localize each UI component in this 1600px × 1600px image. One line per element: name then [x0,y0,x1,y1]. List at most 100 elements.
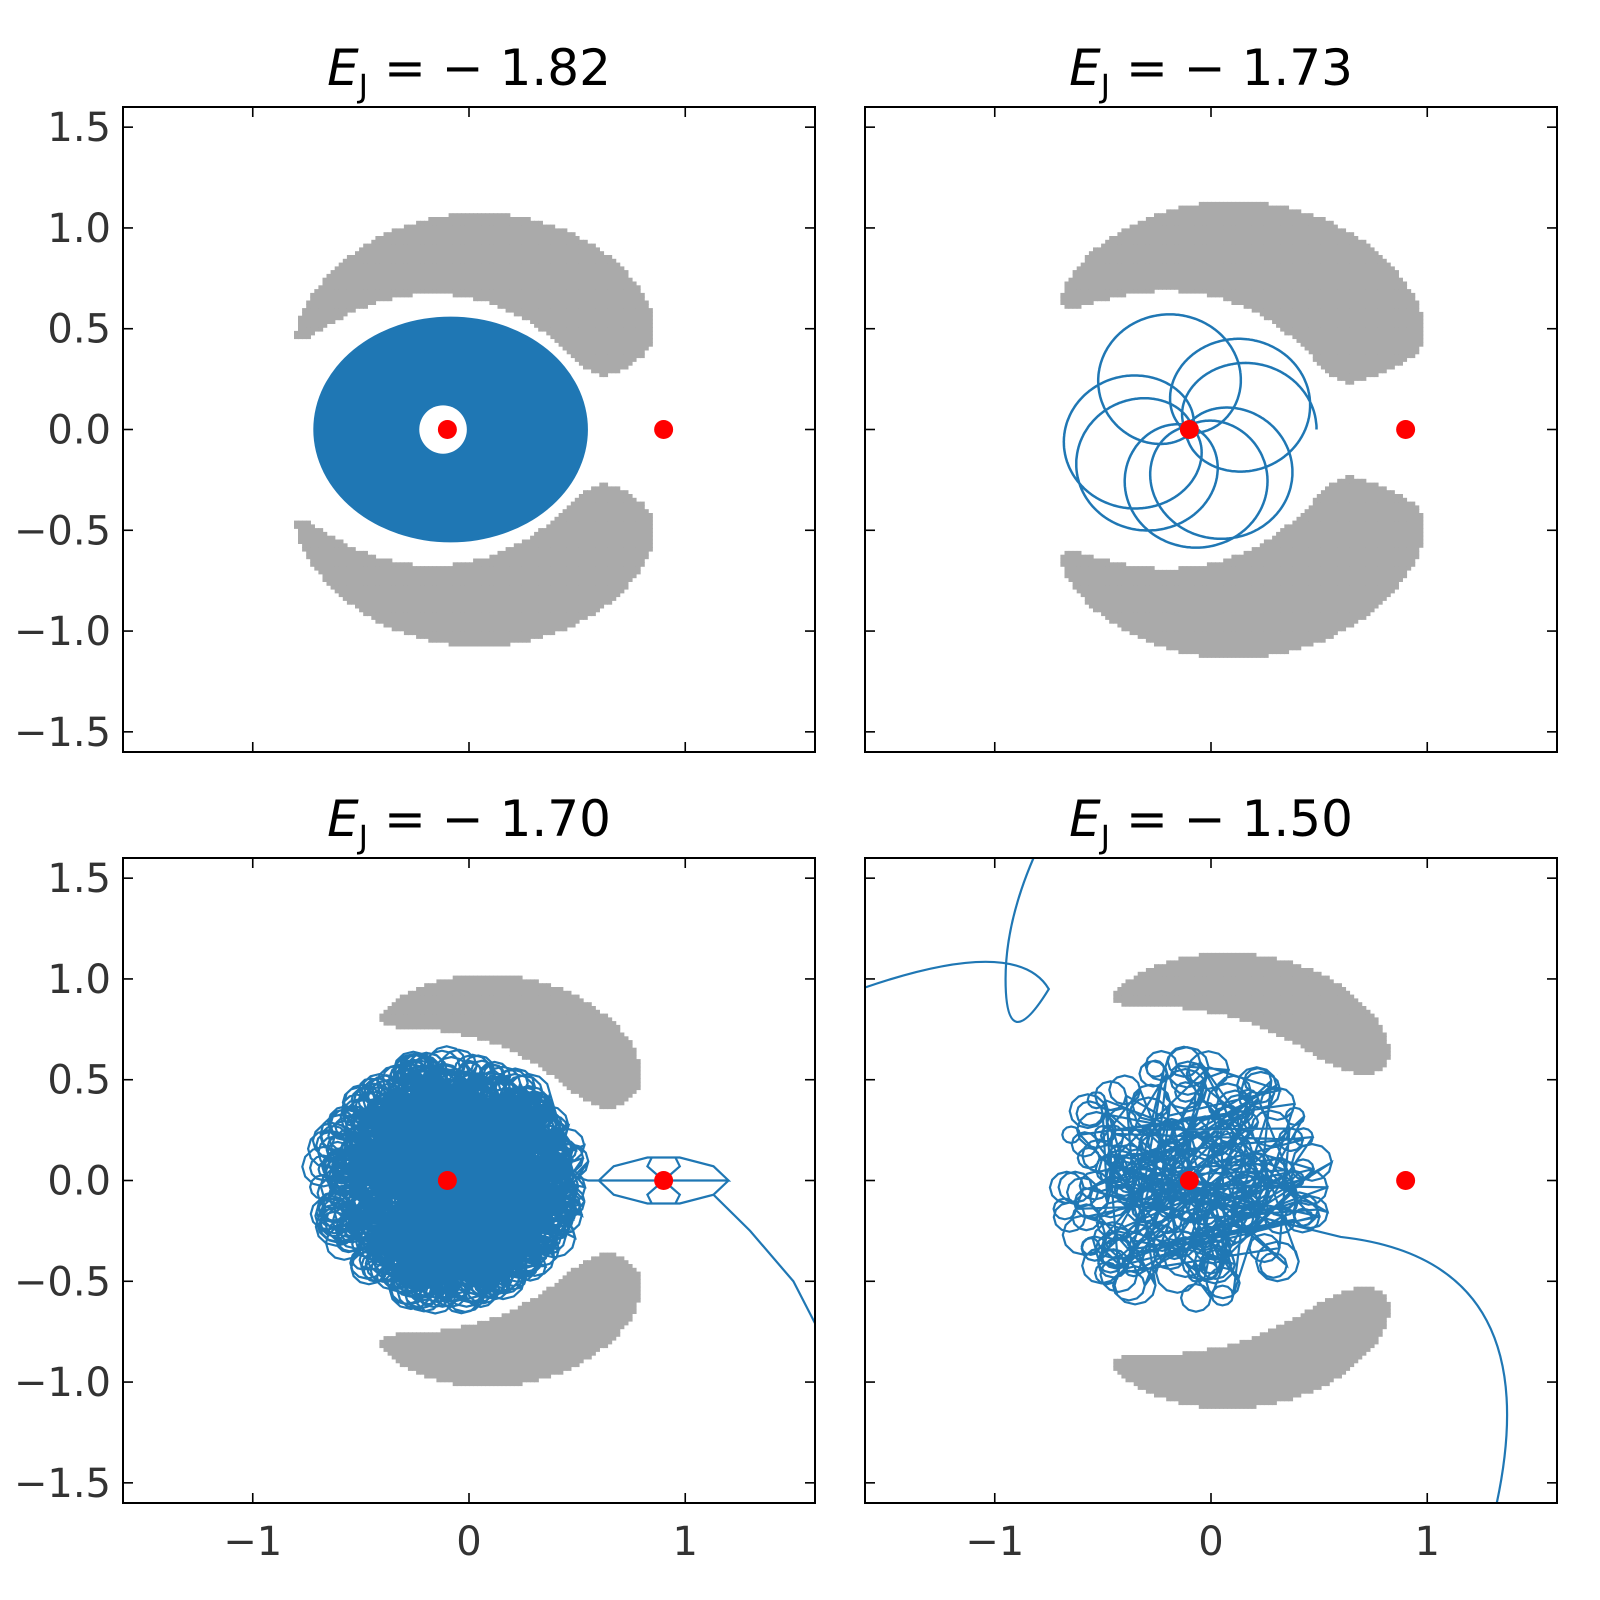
forbidden-cell [615,289,621,294]
forbidden-cell [363,573,368,579]
forbidden-cell [375,607,381,613]
forbidden-cell [367,592,372,598]
forbidden-cell [477,623,482,628]
forbidden-cell [1109,600,1114,605]
forbidden-cell [530,285,535,290]
forbidden-cell [1149,289,1155,294]
forbidden-cell [1113,588,1119,594]
forbidden-cell [1101,604,1106,609]
forbidden-cell [1133,569,1139,575]
forbidden-cell [1170,262,1176,268]
forbidden-cell [493,558,499,563]
forbidden-cell [456,281,462,286]
forbidden-cell [1182,645,1188,651]
forbidden-cell [481,239,486,245]
forbidden-cell [607,490,613,495]
forbidden-cell [448,236,454,241]
forbidden-cell [1137,243,1143,249]
forbidden-cell [1162,224,1167,230]
forbidden-cell [1064,566,1070,571]
forbidden-cell [1174,209,1180,214]
forbidden-cell [456,266,462,271]
forbidden-cell [635,513,641,518]
forbidden-cell [517,232,523,237]
forbidden-cell [640,524,645,529]
forbidden-cell [355,592,360,598]
forbidden-cell [1129,596,1135,601]
forbidden-cell [599,292,605,298]
forbidden-cell [322,292,328,298]
forbidden-cell [574,516,580,522]
forbidden-cell [640,558,645,563]
forbidden-cell [456,623,462,628]
forbidden-cell [505,638,511,643]
forbidden-cell [1076,277,1082,283]
forbidden-cell [591,539,596,544]
forbidden-cell [477,213,482,218]
forbidden-cell [1117,607,1123,613]
forbidden-cell [1141,623,1147,628]
y-tick-label: 0.0 [47,408,111,454]
forbidden-cell [534,247,539,252]
forbidden-cell [509,588,515,594]
forbidden-cell [346,270,352,275]
forbidden-cell [489,577,495,582]
forbidden-cell [554,296,560,302]
forbidden-cell [513,585,519,590]
forbidden-cell [640,308,645,313]
forbidden-cell [391,607,397,613]
forbidden-cell [530,577,535,582]
forbidden-cell [338,592,344,598]
forbidden-cell [566,330,572,336]
forbidden-cell [407,292,413,298]
forbidden-cell [456,566,462,571]
forbidden-cell [542,547,548,552]
forbidden-cell [330,569,336,575]
forbidden-cell [538,232,543,237]
forbidden-cell [534,569,539,575]
forbidden-cell [587,531,592,537]
forbidden-cell [534,319,539,324]
forbidden-cell [1186,649,1192,655]
forbidden-cell [355,585,360,590]
forbidden-cell [587,361,592,366]
forbidden-cell [1178,569,1184,575]
forbidden-cell [526,566,531,571]
forbidden-cell [424,577,429,582]
forbidden-cell [595,315,600,321]
forbidden-cell [538,592,543,598]
forbidden-cell [371,292,377,298]
forbidden-cell [562,330,568,336]
forbidden-cell [566,535,572,541]
forbidden-cell [627,554,633,560]
forbidden-cell [603,277,609,283]
forbidden-cell [595,604,600,609]
forbidden-cell [497,569,503,575]
forbidden-cell [493,255,499,260]
forbidden-cell [509,634,515,639]
forbidden-cell [1158,262,1163,268]
forbidden-cell [440,277,446,283]
forbidden-cell [615,334,621,340]
forbidden-cell [509,577,515,582]
forbidden-cell [464,566,470,571]
forbidden-cell [509,611,515,617]
forbidden-cell [298,330,303,336]
forbidden-cell [326,319,332,324]
forbidden-cell [635,501,641,507]
forbidden-cell [611,585,617,590]
forbidden-cell [452,255,458,260]
forbidden-cell [440,585,446,590]
forbidden-cell [619,513,625,518]
forbidden-cell [587,243,592,249]
forbidden-cell [1141,262,1147,268]
forbidden-cell [367,292,372,298]
forbidden-cell [1149,228,1155,233]
forbidden-cell [566,334,572,340]
forbidden-cell [558,300,564,305]
forbidden-cell [513,220,519,226]
forbidden-cell [318,323,324,328]
forbidden-cell [420,281,425,286]
forbidden-cell [432,266,438,271]
forbidden-cell [509,281,515,286]
